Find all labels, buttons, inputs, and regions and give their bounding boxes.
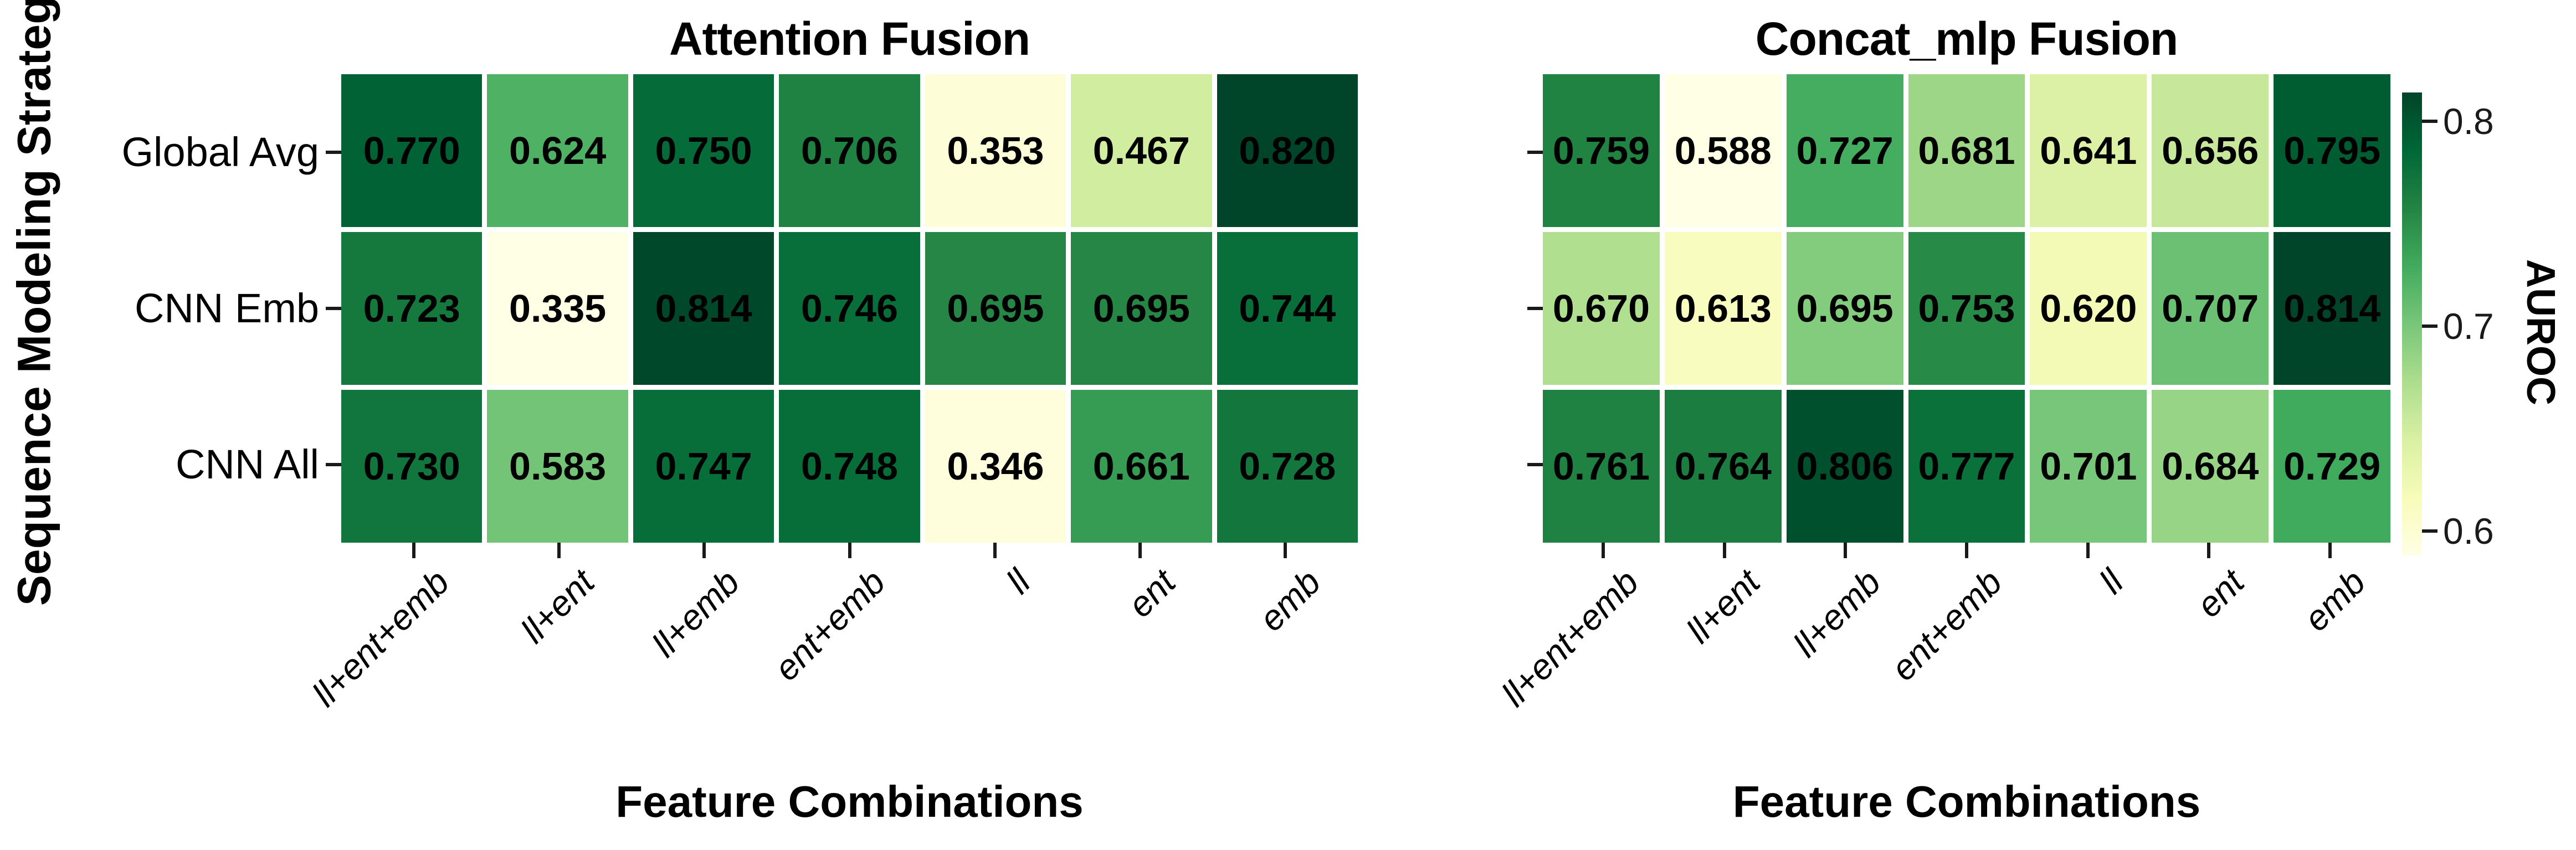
heatmap-cell: 0.701 xyxy=(2030,390,2147,543)
heatmap-cell: 0.814 xyxy=(2274,232,2390,385)
x-tick xyxy=(2207,543,2211,558)
heatmap-cell: 0.746 xyxy=(779,232,920,385)
column-label: emb xyxy=(2296,561,2373,639)
heatmap-cell: 0.353 xyxy=(925,74,1066,227)
heatmap-cell: 0.613 xyxy=(1664,232,1782,385)
x-tick xyxy=(702,543,706,558)
heatmap-cell: 0.806 xyxy=(1786,390,1903,543)
x-tick xyxy=(1965,543,1968,558)
row-label: CNN All xyxy=(175,441,319,487)
heatmap-cell: 0.641 xyxy=(2030,74,2147,227)
heatmap-cell: 0.753 xyxy=(1908,232,2025,385)
y-tick xyxy=(326,307,341,310)
colorbar-tick xyxy=(2422,119,2438,123)
y-tick xyxy=(1527,463,1543,466)
heatmap-cell: 0.661 xyxy=(1071,390,1212,543)
heatmap-cell: 0.748 xyxy=(779,390,920,543)
column-label: ll xyxy=(2091,561,2131,601)
x-tick xyxy=(1602,543,1605,558)
heatmap-cell: 0.620 xyxy=(2030,232,2147,385)
heatmap-cell: 0.750 xyxy=(633,74,774,227)
heatmap-cell: 0.814 xyxy=(633,232,774,385)
heatmap-cell: 0.706 xyxy=(779,74,920,227)
colorbar-tick-label: 0.6 xyxy=(2443,510,2494,552)
column-label: ent+emb xyxy=(1883,561,2010,688)
heatmap-cell: 0.747 xyxy=(633,390,774,543)
x-axis-label: Feature Combinations xyxy=(615,777,1084,826)
heatmap-cell: 0.727 xyxy=(1786,74,1903,227)
heatmap-cell: 0.744 xyxy=(1217,232,1358,385)
y-tick xyxy=(326,463,341,466)
x-tick xyxy=(412,543,416,558)
heatmap-cell: 0.624 xyxy=(487,74,628,227)
y-tick xyxy=(1527,151,1543,154)
x-tick xyxy=(557,543,561,558)
heatmap-cell: 0.583 xyxy=(487,390,628,543)
x-tick xyxy=(848,543,851,558)
heatmap-cell: 0.777 xyxy=(1908,390,2025,543)
heatmap-cell: 0.759 xyxy=(1543,74,1660,227)
x-tick xyxy=(2086,543,2090,558)
heatmap-cell: 0.770 xyxy=(341,74,483,227)
heatmap-cell: 0.729 xyxy=(2274,390,2390,543)
heatmap-cell: 0.695 xyxy=(925,232,1066,385)
colorbar-tick-label: 0.7 xyxy=(2443,305,2494,347)
heatmap-cell: 0.670 xyxy=(1543,232,1660,385)
heatmap-cell: 0.467 xyxy=(1071,74,1212,227)
y-tick xyxy=(1527,307,1543,310)
panel-title: Concat_mlp Fusion xyxy=(1755,13,2178,65)
heatmap-cell: 0.761 xyxy=(1543,390,1660,543)
row-label: Global Avg xyxy=(121,129,319,175)
column-label: ll+ent+emb xyxy=(1494,561,1646,714)
column-label: ll+ent xyxy=(1679,561,1768,651)
heatmap-cell: 0.335 xyxy=(487,232,628,385)
x-tick xyxy=(1722,543,1726,558)
heatmap-cell: 0.684 xyxy=(2152,390,2269,543)
heatmap-cell: 0.707 xyxy=(2152,232,2269,385)
heatmap-cell: 0.723 xyxy=(341,232,483,385)
colorbar-tick xyxy=(2422,529,2438,533)
heatmap-cell: 0.681 xyxy=(1908,74,2025,227)
heatmap-grid: 0.759 0.588 0.727 0.681 0.641 0.656 0.795 0.670… xyxy=(1543,74,2390,543)
heatmap-cell: 0.728 xyxy=(1217,390,1358,543)
heatmap-cell: 0.764 xyxy=(1664,390,1782,543)
x-axis-label: Feature Combinations xyxy=(1732,777,2201,826)
colorbar-tick xyxy=(2422,324,2438,328)
column-label: ll+emb xyxy=(1785,561,1889,665)
colorbar-axis-label: AUROC xyxy=(2518,259,2563,405)
panel-title: Attention Fusion xyxy=(669,13,1030,65)
colorbar-tick-label: 0.8 xyxy=(2443,100,2494,142)
x-tick xyxy=(1844,543,1848,558)
x-tick xyxy=(1138,543,1142,558)
heatmap-cell: 0.346 xyxy=(925,390,1066,543)
x-tick xyxy=(993,543,997,558)
heatmap-cell: 0.656 xyxy=(2152,74,2269,227)
y-tick xyxy=(326,151,341,154)
heatmap-cell: 0.795 xyxy=(2274,74,2390,227)
y-axis-label: Sequence Modeling Strategy xyxy=(8,0,60,606)
heatmap-cell: 0.730 xyxy=(341,390,483,543)
heatmap-cell: 0.695 xyxy=(1786,232,1903,385)
colorbar xyxy=(2402,92,2422,555)
heatmap-grid: 0.770 0.624 0.750 0.706 0.353 0.467 0.820 0.723… xyxy=(341,74,1358,543)
row-label: CNN Emb xyxy=(134,285,319,331)
heatmap-cell: 0.695 xyxy=(1071,232,1212,385)
x-tick xyxy=(1283,543,1287,558)
heatmap-cell: 0.820 xyxy=(1217,74,1358,227)
x-tick xyxy=(2328,543,2332,558)
heatmap-cell: 0.588 xyxy=(1664,74,1782,227)
column-label: ent xyxy=(2188,561,2252,625)
